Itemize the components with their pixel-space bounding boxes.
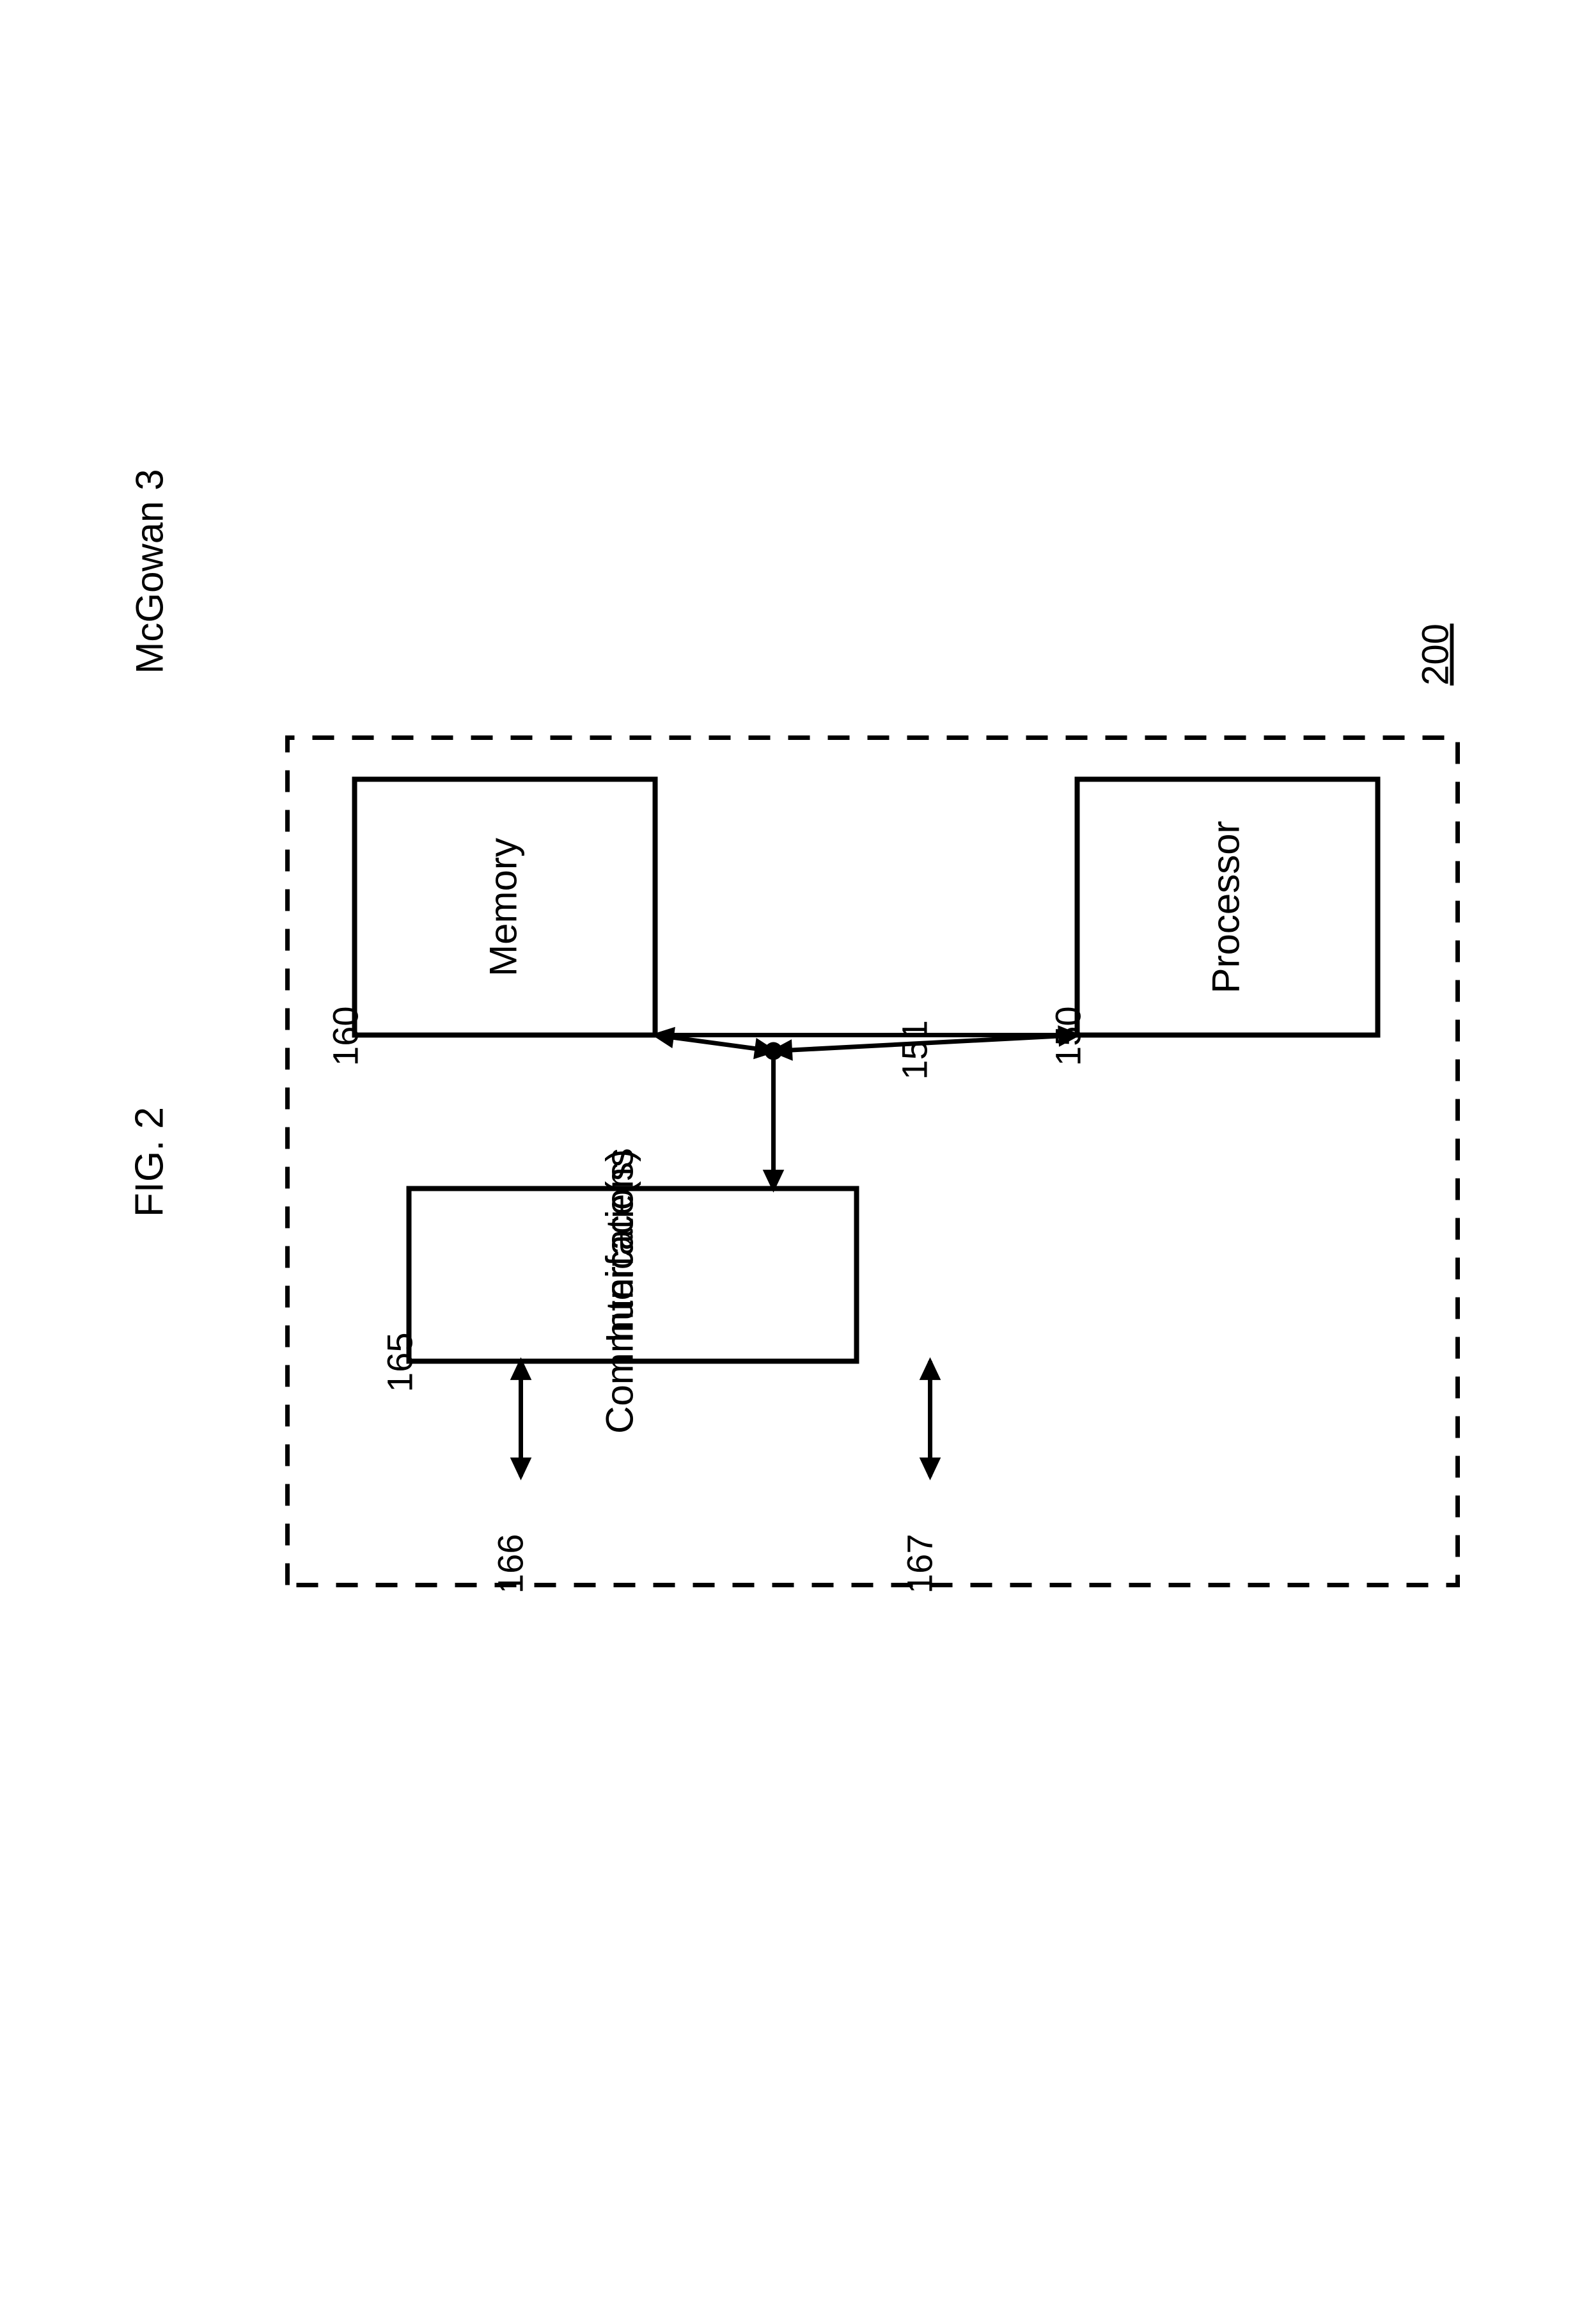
processor-label: Processor <box>1205 820 1248 993</box>
system-ref: 200 <box>1415 624 1457 686</box>
comm-label-2: Interface(s) <box>599 1149 641 1343</box>
bus-ref: 151 <box>895 1020 935 1080</box>
ext-left-ref: 166 <box>490 1534 531 1594</box>
comm-ref: 165 <box>380 1333 420 1392</box>
bus-junction <box>765 1042 783 1060</box>
figure-title: FIG. 2 <box>128 1107 172 1217</box>
figure-subtitle: McGowan 3 <box>129 469 171 673</box>
ext-right-ref: 167 <box>900 1534 940 1594</box>
memory-ref: 160 <box>325 1007 366 1066</box>
diagram-svg: FIG. 2McGowan 3200CommunicationsInterfac… <box>0 0 1575 2324</box>
page: FIG. 2McGowan 3200CommunicationsInterfac… <box>0 0 1575 2324</box>
memory-label: Memory <box>482 838 525 977</box>
bus-to-memory <box>655 1035 774 1051</box>
